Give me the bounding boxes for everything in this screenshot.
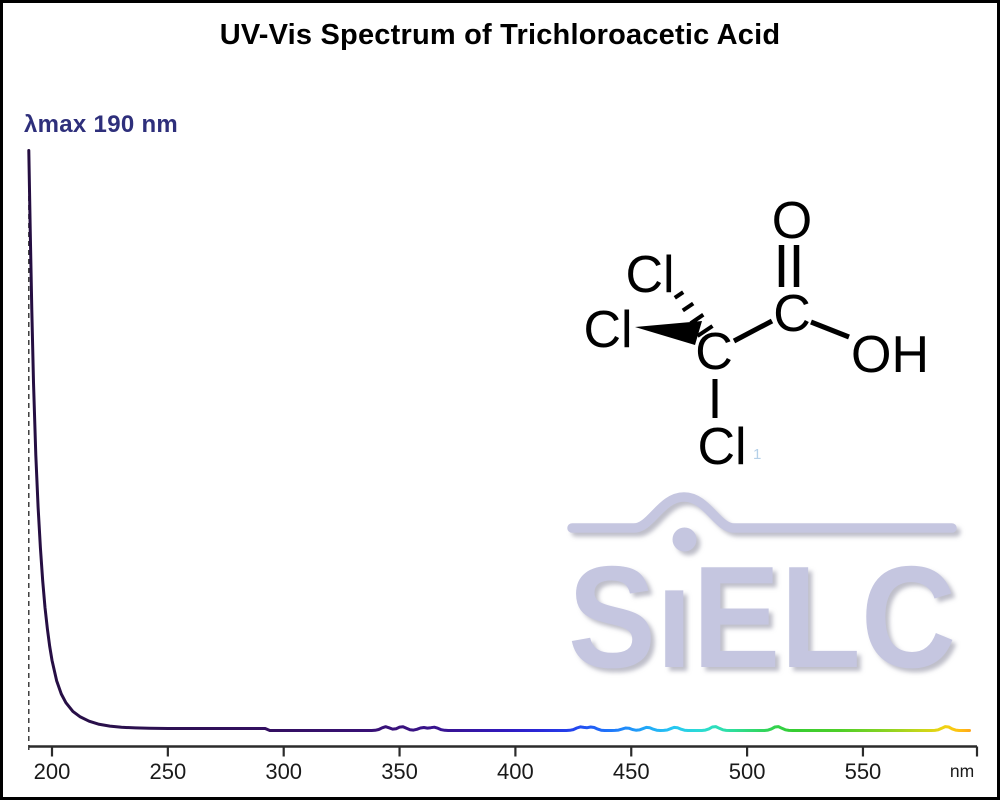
spectrum-curve [27, 149, 971, 732]
atom-label-cl-bottom: Cl [697, 418, 746, 476]
x-axis-unit-label: nm [950, 761, 974, 781]
x-tick-label: 550 [845, 759, 882, 784]
lambda-max-annotation: λmax 190 nm [24, 111, 179, 138]
logo-peak-dot [672, 527, 697, 552]
x-axis-ticks: 200 250 300 350 400 450 500 550 [34, 746, 882, 784]
atom-label-c-carboxyl: C [773, 285, 811, 343]
logo-text: SıELC [568, 536, 956, 698]
sielc-logo: SıELC [567, 492, 957, 698]
atom-label-cl-left: Cl [583, 301, 632, 359]
x-tick-label: 250 [149, 759, 186, 784]
logo-chromatogram-line [567, 492, 957, 533]
x-tick-label: 400 [497, 759, 534, 784]
solid-wedge-bond [635, 321, 702, 345]
molecule-subscript: 1 [753, 446, 761, 463]
page-title: UV-Vis Spectrum of Trichloroacetic Acid [219, 19, 781, 51]
bond-c-oh [810, 319, 850, 340]
atom-label-o-carbonyl: O [772, 192, 812, 250]
x-tick-label: 450 [613, 759, 650, 784]
bond-c-c [732, 318, 774, 344]
x-tick-label: 200 [34, 759, 71, 784]
x-tick-label: 500 [729, 759, 766, 784]
atom-label-oh: OH [851, 326, 929, 384]
molecule-structure: O C OH C Cl Cl Cl 1 [583, 192, 929, 476]
x-tick-label: 350 [381, 759, 418, 784]
atom-label-c-central: C [695, 323, 733, 381]
atom-label-cl-top: Cl [625, 246, 674, 304]
x-tick-label: 300 [265, 759, 302, 784]
